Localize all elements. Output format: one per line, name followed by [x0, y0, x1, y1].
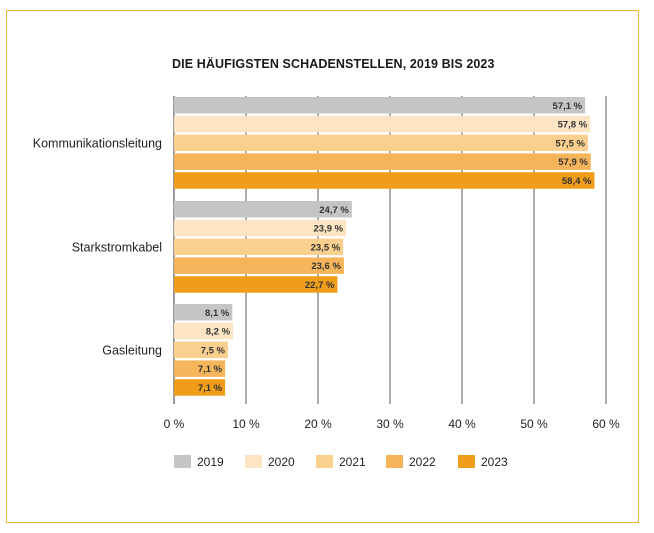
data-label: 23,5 % — [311, 242, 341, 253]
bar-2021-1 — [174, 134, 588, 152]
data-label: 7,5 % — [201, 345, 226, 356]
legend-swatch-2023 — [458, 455, 475, 468]
legend-swatch-2019 — [174, 455, 191, 468]
legend-swatch-2020 — [245, 455, 262, 468]
bar-2023-1 — [174, 172, 595, 189]
bar-2019-1 — [174, 97, 586, 114]
x-tick-label: 0 % — [164, 417, 185, 431]
legend-label: 2019 — [197, 455, 224, 469]
bar-2020-1 — [174, 115, 591, 133]
chart-frame — [6, 10, 639, 523]
bars: 57,1 % 57,8 % 57,5 % 57,9 % 58,4 % 24,7 % 23,9… — [174, 97, 595, 396]
data-label: 7,1 % — [198, 364, 223, 375]
data-label: 57,1 % — [553, 101, 583, 112]
legend-label: 2022 — [409, 455, 436, 469]
data-label: 57,8 % — [558, 120, 588, 131]
x-tick-label: 20 % — [304, 417, 332, 431]
bar-2022-2 — [174, 257, 344, 274]
bar-2022-1 — [174, 153, 591, 170]
bar-2022-3 — [174, 360, 226, 377]
bar-2019-2 — [174, 201, 352, 218]
x-tick-label: 40 % — [448, 417, 476, 431]
x-tick-label: 50 % — [520, 417, 548, 431]
bar-2021-2 — [174, 238, 344, 256]
bar-2023-2 — [174, 276, 338, 293]
x-tick-label: 30 % — [376, 417, 404, 431]
data-label: 57,9 % — [558, 157, 588, 168]
data-label: 23,6 % — [311, 261, 341, 272]
bar-2020-3 — [174, 322, 234, 340]
data-label: 23,9 % — [314, 224, 344, 235]
legend-label: 2023 — [481, 455, 508, 469]
legend-label: 2020 — [268, 455, 295, 469]
data-label: 24,7 % — [319, 205, 349, 216]
data-label: 58,4 % — [562, 176, 592, 187]
bar-2023-3 — [174, 379, 226, 396]
category-label: Kommunikationsleitung — [33, 136, 162, 150]
data-label: 8,1 % — [205, 308, 230, 319]
data-label: 57,5 % — [555, 138, 585, 149]
category-label: Gasleitung — [102, 343, 162, 357]
bar-2021-3 — [174, 341, 228, 359]
data-label: 22,7 % — [305, 280, 335, 291]
category-label: Starkstromkabel — [72, 240, 162, 254]
x-tick-label: 60 % — [592, 417, 620, 431]
legend: 2019 2020 2021 2022 2023 — [174, 455, 508, 469]
x-tick-label: 10 % — [232, 417, 260, 431]
legend-swatch-2022 — [386, 455, 403, 468]
legend-swatch-2021 — [316, 455, 333, 468]
category-labels: Kommunikationsleitung Starkstromkabel Gasl… — [33, 136, 162, 357]
bar-2019-3 — [174, 304, 233, 321]
data-label: 7,1 % — [198, 383, 223, 394]
legend-label: 2021 — [339, 455, 366, 469]
bar-2020-2 — [174, 219, 347, 237]
chart-title: DIE HÄUFIGSTEN SCHADENSTELLEN, 2019 BIS … — [172, 57, 495, 71]
data-label: 8,2 % — [206, 327, 231, 338]
x-axis-ticks: 0 % 10 % 20 % 30 % 40 % 50 % 60 % — [164, 417, 620, 431]
